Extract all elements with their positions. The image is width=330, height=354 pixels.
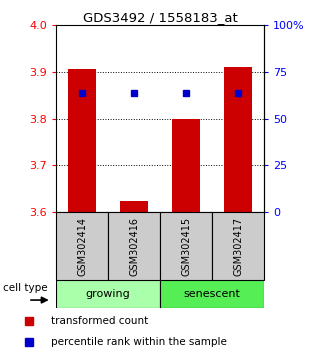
Bar bbox=[56, 212, 108, 280]
Bar bbox=[212, 212, 264, 280]
Bar bbox=[224, 67, 252, 212]
Text: senescent: senescent bbox=[183, 289, 241, 299]
Bar bbox=[120, 201, 148, 212]
Bar bbox=[56, 280, 160, 308]
Text: GSM302415: GSM302415 bbox=[181, 216, 191, 276]
Bar bbox=[68, 69, 96, 212]
Text: GSM302416: GSM302416 bbox=[129, 217, 139, 275]
Text: percentile rank within the sample: percentile rank within the sample bbox=[51, 337, 227, 348]
Bar bbox=[108, 212, 160, 280]
Text: transformed count: transformed count bbox=[51, 316, 148, 326]
Text: GSM302417: GSM302417 bbox=[233, 216, 243, 276]
Title: GDS3492 / 1558183_at: GDS3492 / 1558183_at bbox=[83, 11, 237, 24]
Text: cell type: cell type bbox=[3, 282, 48, 293]
Text: GSM302414: GSM302414 bbox=[77, 217, 87, 275]
Text: growing: growing bbox=[86, 289, 130, 299]
Bar bbox=[160, 212, 212, 280]
Bar bbox=[160, 280, 264, 308]
Bar bbox=[172, 119, 200, 212]
